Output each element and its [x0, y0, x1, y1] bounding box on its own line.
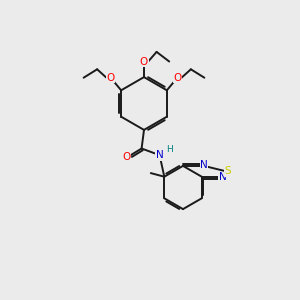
Text: O: O: [173, 73, 182, 83]
Text: O: O: [122, 152, 131, 163]
Text: O: O: [106, 73, 115, 83]
Text: N: N: [219, 172, 226, 182]
Text: N: N: [156, 150, 164, 160]
Text: H: H: [166, 145, 172, 154]
Text: O: O: [140, 56, 148, 67]
Text: N: N: [200, 160, 208, 170]
Text: S: S: [224, 166, 231, 176]
